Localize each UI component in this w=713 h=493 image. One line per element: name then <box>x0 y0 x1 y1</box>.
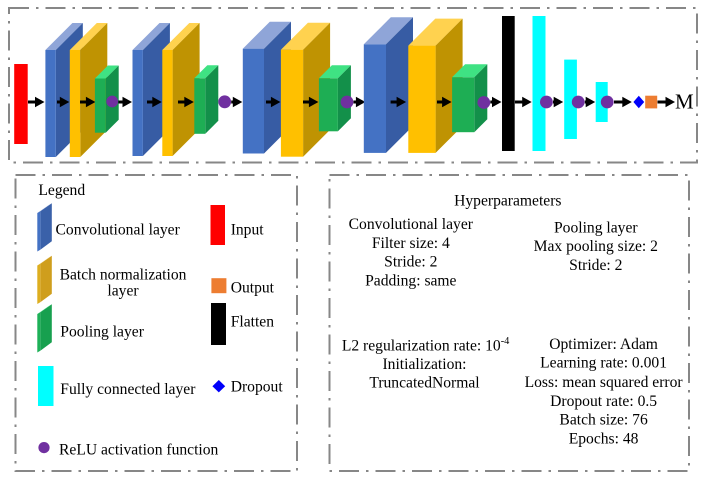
svg-text:L2 regularization rate: 10-4: L2 regularization rate: 10-4 <box>342 336 510 355</box>
svg-text:Filter size: 4: Filter size: 4 <box>372 235 450 252</box>
svg-text:Convolutional layer: Convolutional layer <box>349 216 474 233</box>
svg-text:Output: Output <box>231 280 275 297</box>
svg-text:Input: Input <box>231 221 265 238</box>
svg-text:Pooling layer: Pooling layer <box>60 324 144 341</box>
svg-text:Stride: 2: Stride: 2 <box>384 254 437 271</box>
svg-text:Batch size: 76: Batch size: 76 <box>559 412 648 429</box>
svg-text:Learning rate: 0.001: Learning rate: 0.001 <box>540 355 667 372</box>
svg-text:Fully connected layer: Fully connected layer <box>60 381 196 398</box>
svg-text:Stride: 2: Stride: 2 <box>569 257 622 274</box>
svg-text:Max pooling size: 2: Max pooling size: 2 <box>534 238 658 255</box>
svg-text:Initialization:: Initialization: <box>382 356 466 373</box>
svg-text:Padding: same: Padding: same <box>365 272 456 289</box>
svg-text:layer: layer <box>107 282 139 299</box>
svg-text:M: M <box>675 89 694 113</box>
svg-text:Dropout: Dropout <box>231 378 284 395</box>
svg-text:Hyperparameters: Hyperparameters <box>454 192 561 209</box>
svg-text:ReLU activation function: ReLU activation function <box>59 442 219 459</box>
svg-text:Legend: Legend <box>38 182 85 199</box>
svg-text:Dropout rate: 0.5: Dropout rate: 0.5 <box>550 393 657 410</box>
svg-text:TruncatedNormal: TruncatedNormal <box>369 375 480 392</box>
svg-text:Convolutional layer: Convolutional layer <box>56 221 181 238</box>
svg-text:Batch normalization: Batch normalization <box>60 266 187 283</box>
svg-text:Epochs: 48: Epochs: 48 <box>569 431 639 448</box>
svg-text:Optimizer: Adam: Optimizer: Adam <box>549 336 658 353</box>
svg-text:Flatten: Flatten <box>231 314 275 331</box>
svg-text:Loss: mean squared error: Loss: mean squared error <box>525 374 684 391</box>
svg-text:Pooling layer: Pooling layer <box>554 219 638 236</box>
